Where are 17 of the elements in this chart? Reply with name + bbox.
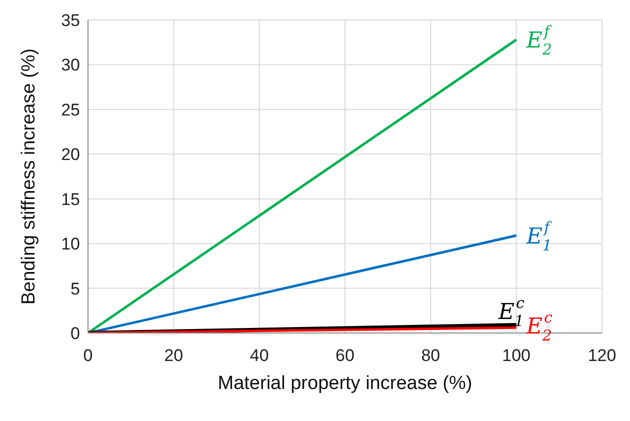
x-tick-label: 100	[502, 346, 531, 366]
y-tick-label: 15	[61, 190, 80, 209]
y-tick-label: 5	[70, 279, 80, 298]
x-tick-label: 60	[336, 346, 354, 366]
x-tick-label: 20	[164, 346, 184, 366]
x-tick-label: 40	[250, 346, 269, 366]
x-axis-title: Material property increase (%)	[218, 373, 472, 394]
y-tick-label: 10	[61, 234, 80, 254]
y-tick-label: 35	[61, 11, 80, 30]
y-tick-label: 0	[70, 324, 80, 344]
x-tick-label: 80	[421, 346, 440, 366]
x-tick-label: 0	[83, 346, 93, 366]
x-tick-label: 120	[588, 346, 616, 366]
y-axis-title: Bending stiffness increase (%)	[18, 48, 40, 305]
y-tick-label: 25	[61, 100, 80, 120]
y-tick-label: 20	[61, 145, 80, 164]
y-tick-label: 30	[61, 56, 80, 75]
